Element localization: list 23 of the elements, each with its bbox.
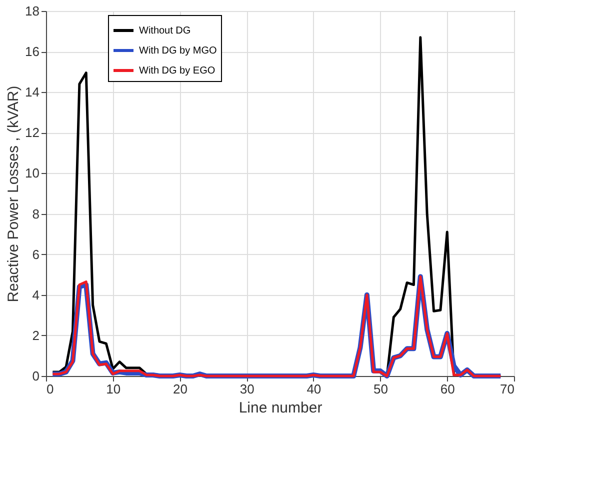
y-tick-label: 0 [32,368,40,384]
y-tick-label: 18 [25,4,40,18]
x-tick-label: 30 [240,382,254,396]
legend-label: Without DG [139,26,191,36]
x-tick-label: 10 [106,382,121,396]
x-tick-label: 50 [374,382,388,396]
x-axis-title: Line number [238,400,322,416]
y-tick-label: 14 [25,84,40,100]
y-tick-label: 4 [32,287,40,302]
y-tick-label: 16 [25,44,40,60]
x-tick-label: 20 [172,382,188,396]
y-tick-label: 6 [32,246,40,262]
y-tick-label: 12 [25,125,40,140]
legend-label: With DG by EGO [139,66,216,76]
y-tick-label: 2 [32,328,40,343]
legend-label: With DG by MGO [139,46,218,56]
x-tick-label: 40 [306,382,322,396]
y-axis-title: Reactive Power Losses , (kVAR) [5,86,22,302]
y-tick-label: 10 [25,166,40,181]
x-tick-label: 0 [46,382,54,396]
x-tick-label: 60 [440,382,455,396]
y-tick-label: 8 [32,206,40,222]
x-tick-label: 70 [500,382,514,396]
